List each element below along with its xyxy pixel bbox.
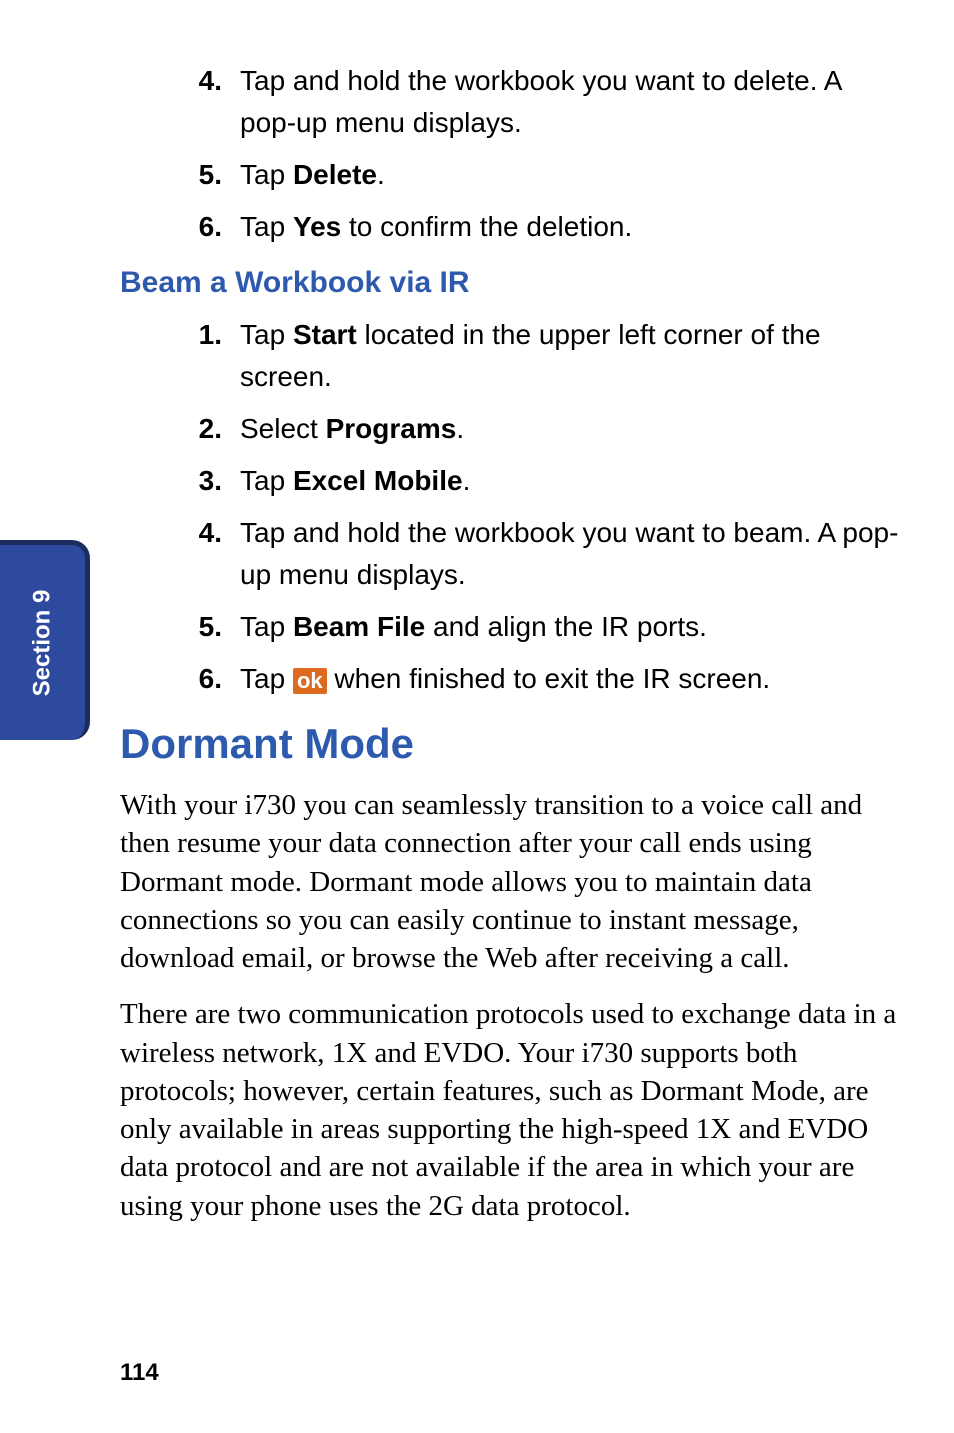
list-text: Tap Delete.	[240, 154, 385, 196]
list-number: 3.	[120, 460, 240, 502]
plain-text: Tap	[240, 465, 293, 496]
plain-text: Tap	[240, 663, 293, 694]
list-text: Select Programs.	[240, 408, 464, 450]
list-item: 4.Tap and hold the workbook you want to …	[120, 60, 900, 144]
section-tab: Section 9	[0, 540, 90, 740]
list-text: Tap and hold the workbook you want to be…	[240, 512, 900, 596]
first-numbered-list: 4.Tap and hold the workbook you want to …	[120, 60, 900, 248]
body-paragraphs: With your i730 you can seamlessly transi…	[120, 786, 900, 1225]
list-text: Tap Start located in the upper left corn…	[240, 314, 900, 398]
plain-text: Select	[240, 413, 326, 444]
page-number: 114	[120, 1359, 159, 1387]
bold-text: Yes	[293, 211, 341, 242]
list-number: 4.	[120, 512, 240, 554]
second-numbered-list: 1.Tap Start located in the upper left co…	[120, 314, 900, 700]
list-item: 3.Tap Excel Mobile.	[120, 460, 900, 502]
list-item: 1.Tap Start located in the upper left co…	[120, 314, 900, 398]
page-content: 4.Tap and hold the workbook you want to …	[120, 60, 900, 1243]
list-item: 5.Tap Delete.	[120, 154, 900, 196]
plain-text: Tap and hold the workbook you want to de…	[240, 65, 841, 138]
list-text: Tap Yes to confirm the deletion.	[240, 206, 632, 248]
plain-text: Tap	[240, 159, 293, 190]
section-tab-label: Section 9	[29, 589, 57, 696]
list-item: 2.Select Programs.	[120, 408, 900, 450]
list-item: 6.Tap Yes to confirm the deletion.	[120, 206, 900, 248]
plain-text: Tap and hold the workbook you want to be…	[240, 517, 898, 590]
list-number: 6.	[120, 206, 240, 248]
bold-text: Programs	[326, 413, 457, 444]
ok-icon: ok	[293, 668, 327, 694]
bold-text: Delete	[293, 159, 377, 190]
plain-text: Tap	[240, 211, 293, 242]
bold-text: Excel Mobile	[293, 465, 463, 496]
plain-text: to confirm the deletion.	[341, 211, 632, 242]
plain-text: .	[463, 465, 471, 496]
subheading-beam-workbook: Beam a Workbook via IR	[120, 266, 900, 300]
plain-text: and align the IR ports.	[425, 611, 707, 642]
list-number: 4.	[120, 60, 240, 102]
list-item: 6.Tap ok when finished to exit the IR sc…	[120, 658, 900, 700]
list-text: Tap ok when finished to exit the IR scre…	[240, 658, 770, 700]
list-number: 1.	[120, 314, 240, 356]
list-item: 5.Tap Beam File and align the IR ports.	[120, 606, 900, 648]
list-item: 4.Tap and hold the workbook you want to …	[120, 512, 900, 596]
bold-text: Beam File	[293, 611, 425, 642]
plain-text: Tap	[240, 319, 293, 350]
plain-text: .	[456, 413, 464, 444]
list-number: 6.	[120, 658, 240, 700]
list-number: 5.	[120, 606, 240, 648]
bold-text: Start	[293, 319, 357, 350]
plain-text: Tap	[240, 611, 293, 642]
list-number: 5.	[120, 154, 240, 196]
list-number: 2.	[120, 408, 240, 450]
plain-text: .	[377, 159, 385, 190]
heading-dormant-mode: Dormant Mode	[120, 720, 900, 768]
body-paragraph: There are two communication protocols us…	[120, 995, 900, 1225]
list-text: Tap Beam File and align the IR ports.	[240, 606, 707, 648]
list-text: Tap Excel Mobile.	[240, 460, 470, 502]
plain-text: when finished to exit the IR screen.	[327, 663, 771, 694]
body-paragraph: With your i730 you can seamlessly transi…	[120, 786, 900, 977]
list-text: Tap and hold the workbook you want to de…	[240, 60, 900, 144]
